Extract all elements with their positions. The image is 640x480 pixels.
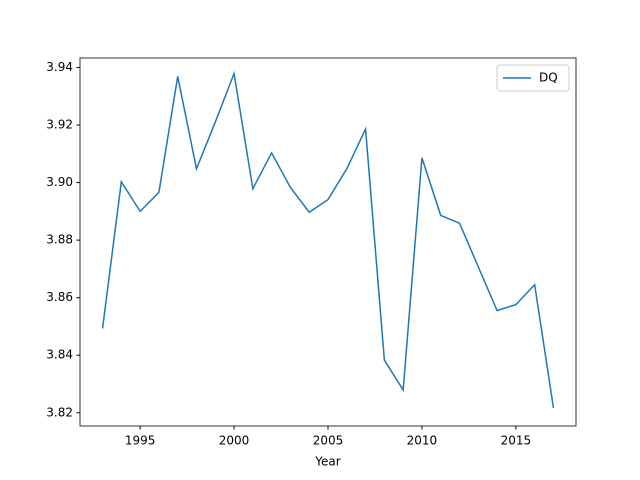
line (101, 70, 555, 408)
y-tick-label: 3.86 (46, 290, 73, 304)
axes-frame (79, 57, 577, 427)
x-tick-label: 2015 (501, 434, 532, 448)
y-tick-label: 3.88 (46, 233, 73, 247)
x-tick-label: 2005 (313, 434, 344, 448)
x-tick-label: 1995 (125, 434, 156, 448)
y-tick-label: 3.90 (46, 175, 73, 189)
y-tick-label: 3.94 (46, 60, 73, 74)
x-axis-label: Year (314, 455, 340, 469)
x-tick-label: 2010 (407, 434, 438, 448)
y-tick-label: 3.92 (46, 118, 73, 132)
y-tick-label: 3.84 (46, 348, 73, 362)
x-tick-label: 2000 (219, 434, 250, 448)
y-tick-label: 3.82 (46, 405, 73, 419)
legend-label: DQ (539, 71, 558, 85)
legend-box (496, 64, 570, 92)
